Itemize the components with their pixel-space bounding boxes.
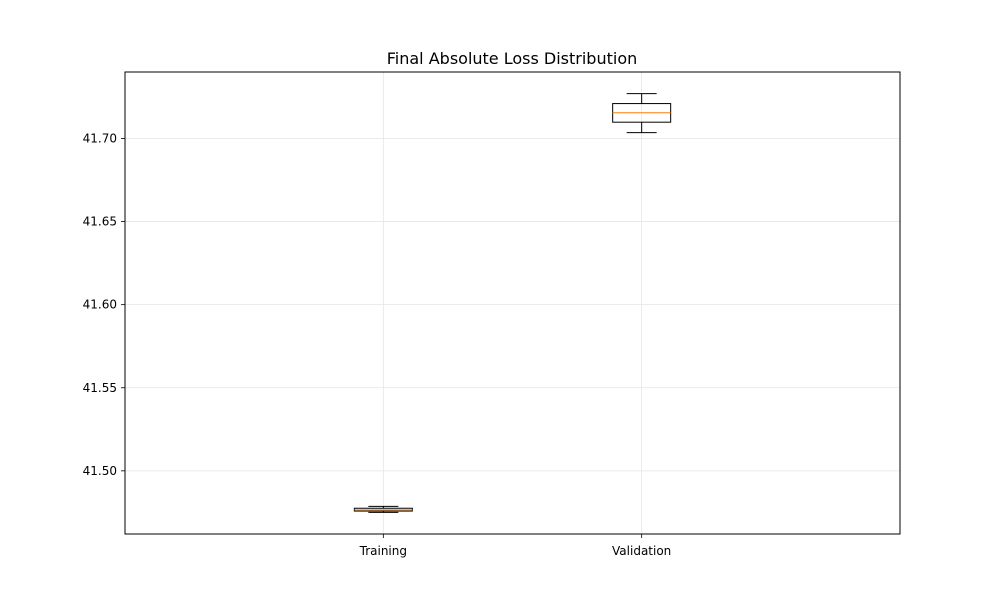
chart-title: Final Absolute Loss Distribution <box>387 49 638 68</box>
y-axis: 41.50 41.55 41.60 41.65 41.70 <box>83 131 125 478</box>
x-tick-label: Validation <box>612 544 671 558</box>
y-tick-label: 41.70 <box>83 131 117 145</box>
y-tick-label: 41.60 <box>83 298 117 312</box>
box-series <box>353 93 672 513</box>
box-training <box>353 505 413 513</box>
y-tick-label: 41.55 <box>83 381 117 395</box>
plot-frame <box>124 71 901 535</box>
grid-lines <box>125 72 900 534</box>
x-tick-label: Training <box>359 544 407 558</box>
y-tick-label: 41.65 <box>83 215 117 229</box>
box-validation <box>612 93 672 134</box>
y-tick-label: 41.50 <box>83 464 117 478</box>
x-axis: Training Validation <box>359 534 671 558</box>
